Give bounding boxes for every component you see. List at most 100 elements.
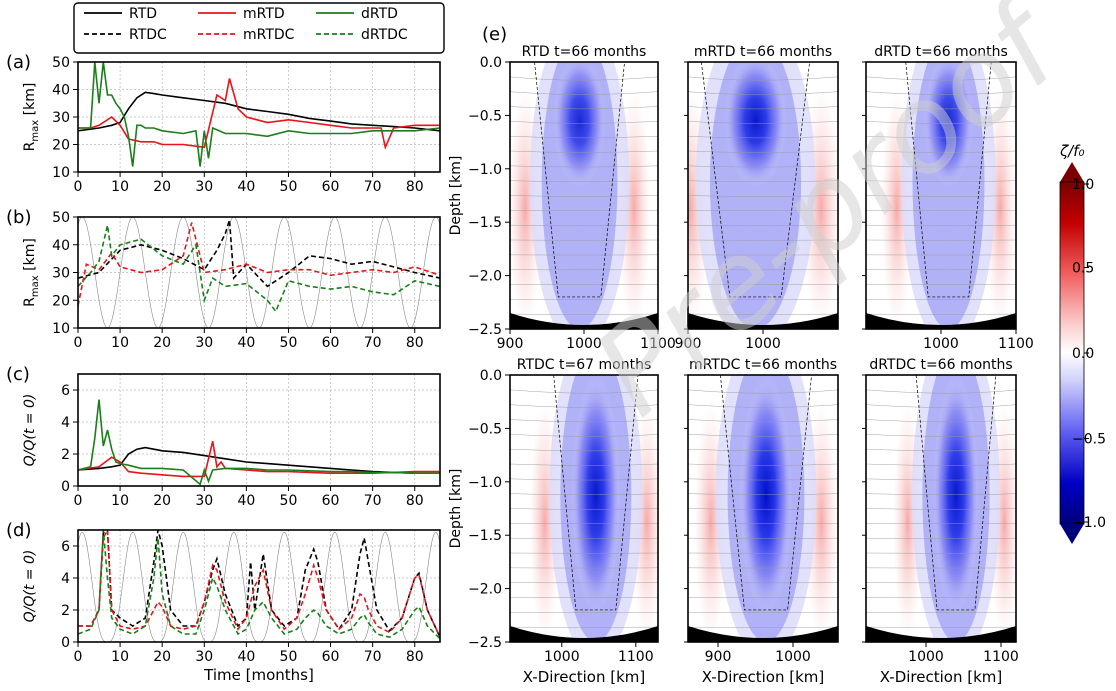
heat-panel-3: dRTD t=66 months 1000 1100 bbox=[862, 44, 1034, 352]
isopycnal bbox=[866, 434, 1016, 437]
isopycnal bbox=[688, 76, 838, 81]
x-tick-label: 900 bbox=[675, 336, 702, 352]
isopycnal bbox=[688, 419, 838, 423]
x-tick-label: 10 bbox=[111, 335, 129, 351]
series-drtdc bbox=[78, 530, 440, 640]
isopycnal bbox=[688, 106, 838, 110]
x-tick-label: 1000 bbox=[923, 336, 959, 352]
y-axis-label: Q/Q(t = 0) bbox=[22, 394, 38, 467]
x-tick-label: 0 bbox=[74, 493, 83, 509]
series-mrtd bbox=[78, 441, 440, 478]
x-tick-label: 50 bbox=[280, 179, 298, 195]
series-rtdc bbox=[78, 530, 440, 638]
x-tick-label: 0 bbox=[74, 335, 83, 351]
isopycnal bbox=[510, 508, 658, 510]
isopycnal bbox=[510, 91, 658, 95]
isopycnal bbox=[510, 106, 658, 110]
panel-title: dRTDC t=66 months bbox=[869, 357, 1012, 373]
negative-core bbox=[932, 375, 980, 616]
isopycnal bbox=[510, 448, 658, 452]
isopycnal bbox=[510, 76, 658, 81]
x-tick-label: 50 bbox=[280, 649, 298, 665]
panel-letter: (d) bbox=[6, 520, 31, 541]
panel-title: dRTD t=66 months bbox=[874, 44, 1008, 60]
x-tick-label: 1000 bbox=[908, 649, 944, 665]
x-tick-label: 40 bbox=[237, 649, 255, 665]
y-axis-label: Rmax [km] bbox=[22, 238, 41, 307]
x-tick-label: 50 bbox=[280, 493, 298, 509]
colorbar-tick-label: −0.5 bbox=[1072, 432, 1106, 448]
y-axis-label-unit: [km] bbox=[22, 83, 38, 120]
isopycnal bbox=[688, 434, 838, 437]
isopycnal bbox=[688, 91, 838, 95]
isopycnal bbox=[866, 195, 1016, 197]
colorbar-tick-label: 0.0 bbox=[1072, 346, 1094, 362]
seafloor bbox=[688, 313, 838, 329]
isopycnal bbox=[866, 389, 1016, 394]
x-tick-label: 900 bbox=[705, 649, 732, 665]
heat-panel-5: mRTDC t=66 months 900 1000 X-Direction [km] bbox=[684, 357, 839, 686]
series-drtdc bbox=[78, 225, 440, 313]
x-tick-label: 1000 bbox=[745, 336, 781, 352]
isopycnal bbox=[866, 76, 1016, 81]
panel-d: 0 10 20 30 40 50 60 70 80 0 2 4 6 Q/Q(t = 0) (d) Time [… bbox=[6, 520, 441, 684]
legend-box bbox=[73, 2, 445, 54]
legend-label-rtdc: RTDC bbox=[129, 27, 167, 43]
y-axis-label: Depth [km] bbox=[448, 156, 464, 236]
heat-field bbox=[866, 62, 1016, 329]
x-axis-label: Time [months] bbox=[203, 666, 314, 684]
y-tick-label: −1.5 bbox=[468, 215, 502, 231]
x-tick-label: 1100 bbox=[983, 649, 1019, 665]
legend-label-drtd: dRTD bbox=[361, 6, 398, 22]
isopycnal bbox=[510, 180, 658, 182]
isopycnal bbox=[866, 150, 1016, 153]
panel-title: mRTD t=66 months bbox=[694, 44, 832, 60]
x-tick-label: 30 bbox=[195, 179, 213, 195]
isopycnal bbox=[866, 135, 1016, 139]
x-tick-label: 70 bbox=[364, 179, 382, 195]
y-axis-label: Depth [km] bbox=[448, 469, 464, 549]
heat-panel-6: dRTDC t=66 months 1000 1100 X-Direction [km… bbox=[862, 357, 1019, 686]
panel-letter: (c) bbox=[6, 364, 30, 385]
negative-core bbox=[923, 62, 974, 188]
x-tick-label: 1100 bbox=[998, 336, 1034, 352]
y-tick-label: 4 bbox=[61, 571, 70, 587]
legend-label-drtdc: dRTDC bbox=[361, 27, 408, 43]
isopycnal bbox=[510, 195, 658, 197]
y-axis-label-sub: max bbox=[30, 275, 41, 297]
y-tick-label: −2.0 bbox=[468, 582, 502, 598]
y-tick-label: 2 bbox=[61, 447, 70, 463]
isopycnal bbox=[510, 165, 658, 168]
isopycnal bbox=[866, 404, 1016, 408]
isopycnal bbox=[510, 493, 658, 495]
heat-panel-4: RTDC t=67 months 0.0 −0.5 −1.0 −1.5 −2.0 −2.5 D… bbox=[448, 357, 659, 686]
x-axis-label: X-Direction [km] bbox=[702, 668, 824, 686]
y-axis-label: Q/Q(t = 0) bbox=[22, 550, 38, 623]
negative-core bbox=[739, 375, 793, 616]
heat-field bbox=[510, 62, 658, 329]
isopycnal bbox=[866, 448, 1016, 452]
negative-core bbox=[553, 62, 606, 188]
x-tick-label: 10 bbox=[111, 179, 129, 195]
x-tick-label: 40 bbox=[237, 179, 255, 195]
contour-dashed bbox=[720, 375, 812, 611]
colorbar: ζ/f₀ 1.0 0.5 0.0 −0.5 −1.0 bbox=[1059, 142, 1106, 544]
isopycnal bbox=[688, 180, 838, 182]
series-drtd bbox=[78, 399, 440, 486]
x-tick-label: 1000 bbox=[566, 336, 602, 352]
panel-c: 0 10 20 30 40 50 60 70 80 0 2 4 6 Q/Q(t = 0) (c) bbox=[6, 364, 441, 509]
isopycnal bbox=[688, 389, 838, 394]
x-tick-label: 80 bbox=[406, 335, 424, 351]
y-tick-label: 10 bbox=[52, 321, 70, 337]
heat-panel-1: RTD t=66 months 0.0 −0.5 −1.0 −1.5 −2.0 −2.5 De… bbox=[448, 44, 676, 352]
heat-field bbox=[510, 375, 658, 642]
panel-letter: (b) bbox=[6, 207, 31, 228]
series-rtd bbox=[78, 91, 440, 132]
x-tick-label: 40 bbox=[237, 493, 255, 509]
x-tick-label: 20 bbox=[153, 179, 171, 195]
axes-frame bbox=[865, 374, 1017, 643]
heat-panel-2: mRTD t=66 months 900 1000 bbox=[675, 44, 839, 352]
series-mrtdc bbox=[78, 222, 440, 306]
